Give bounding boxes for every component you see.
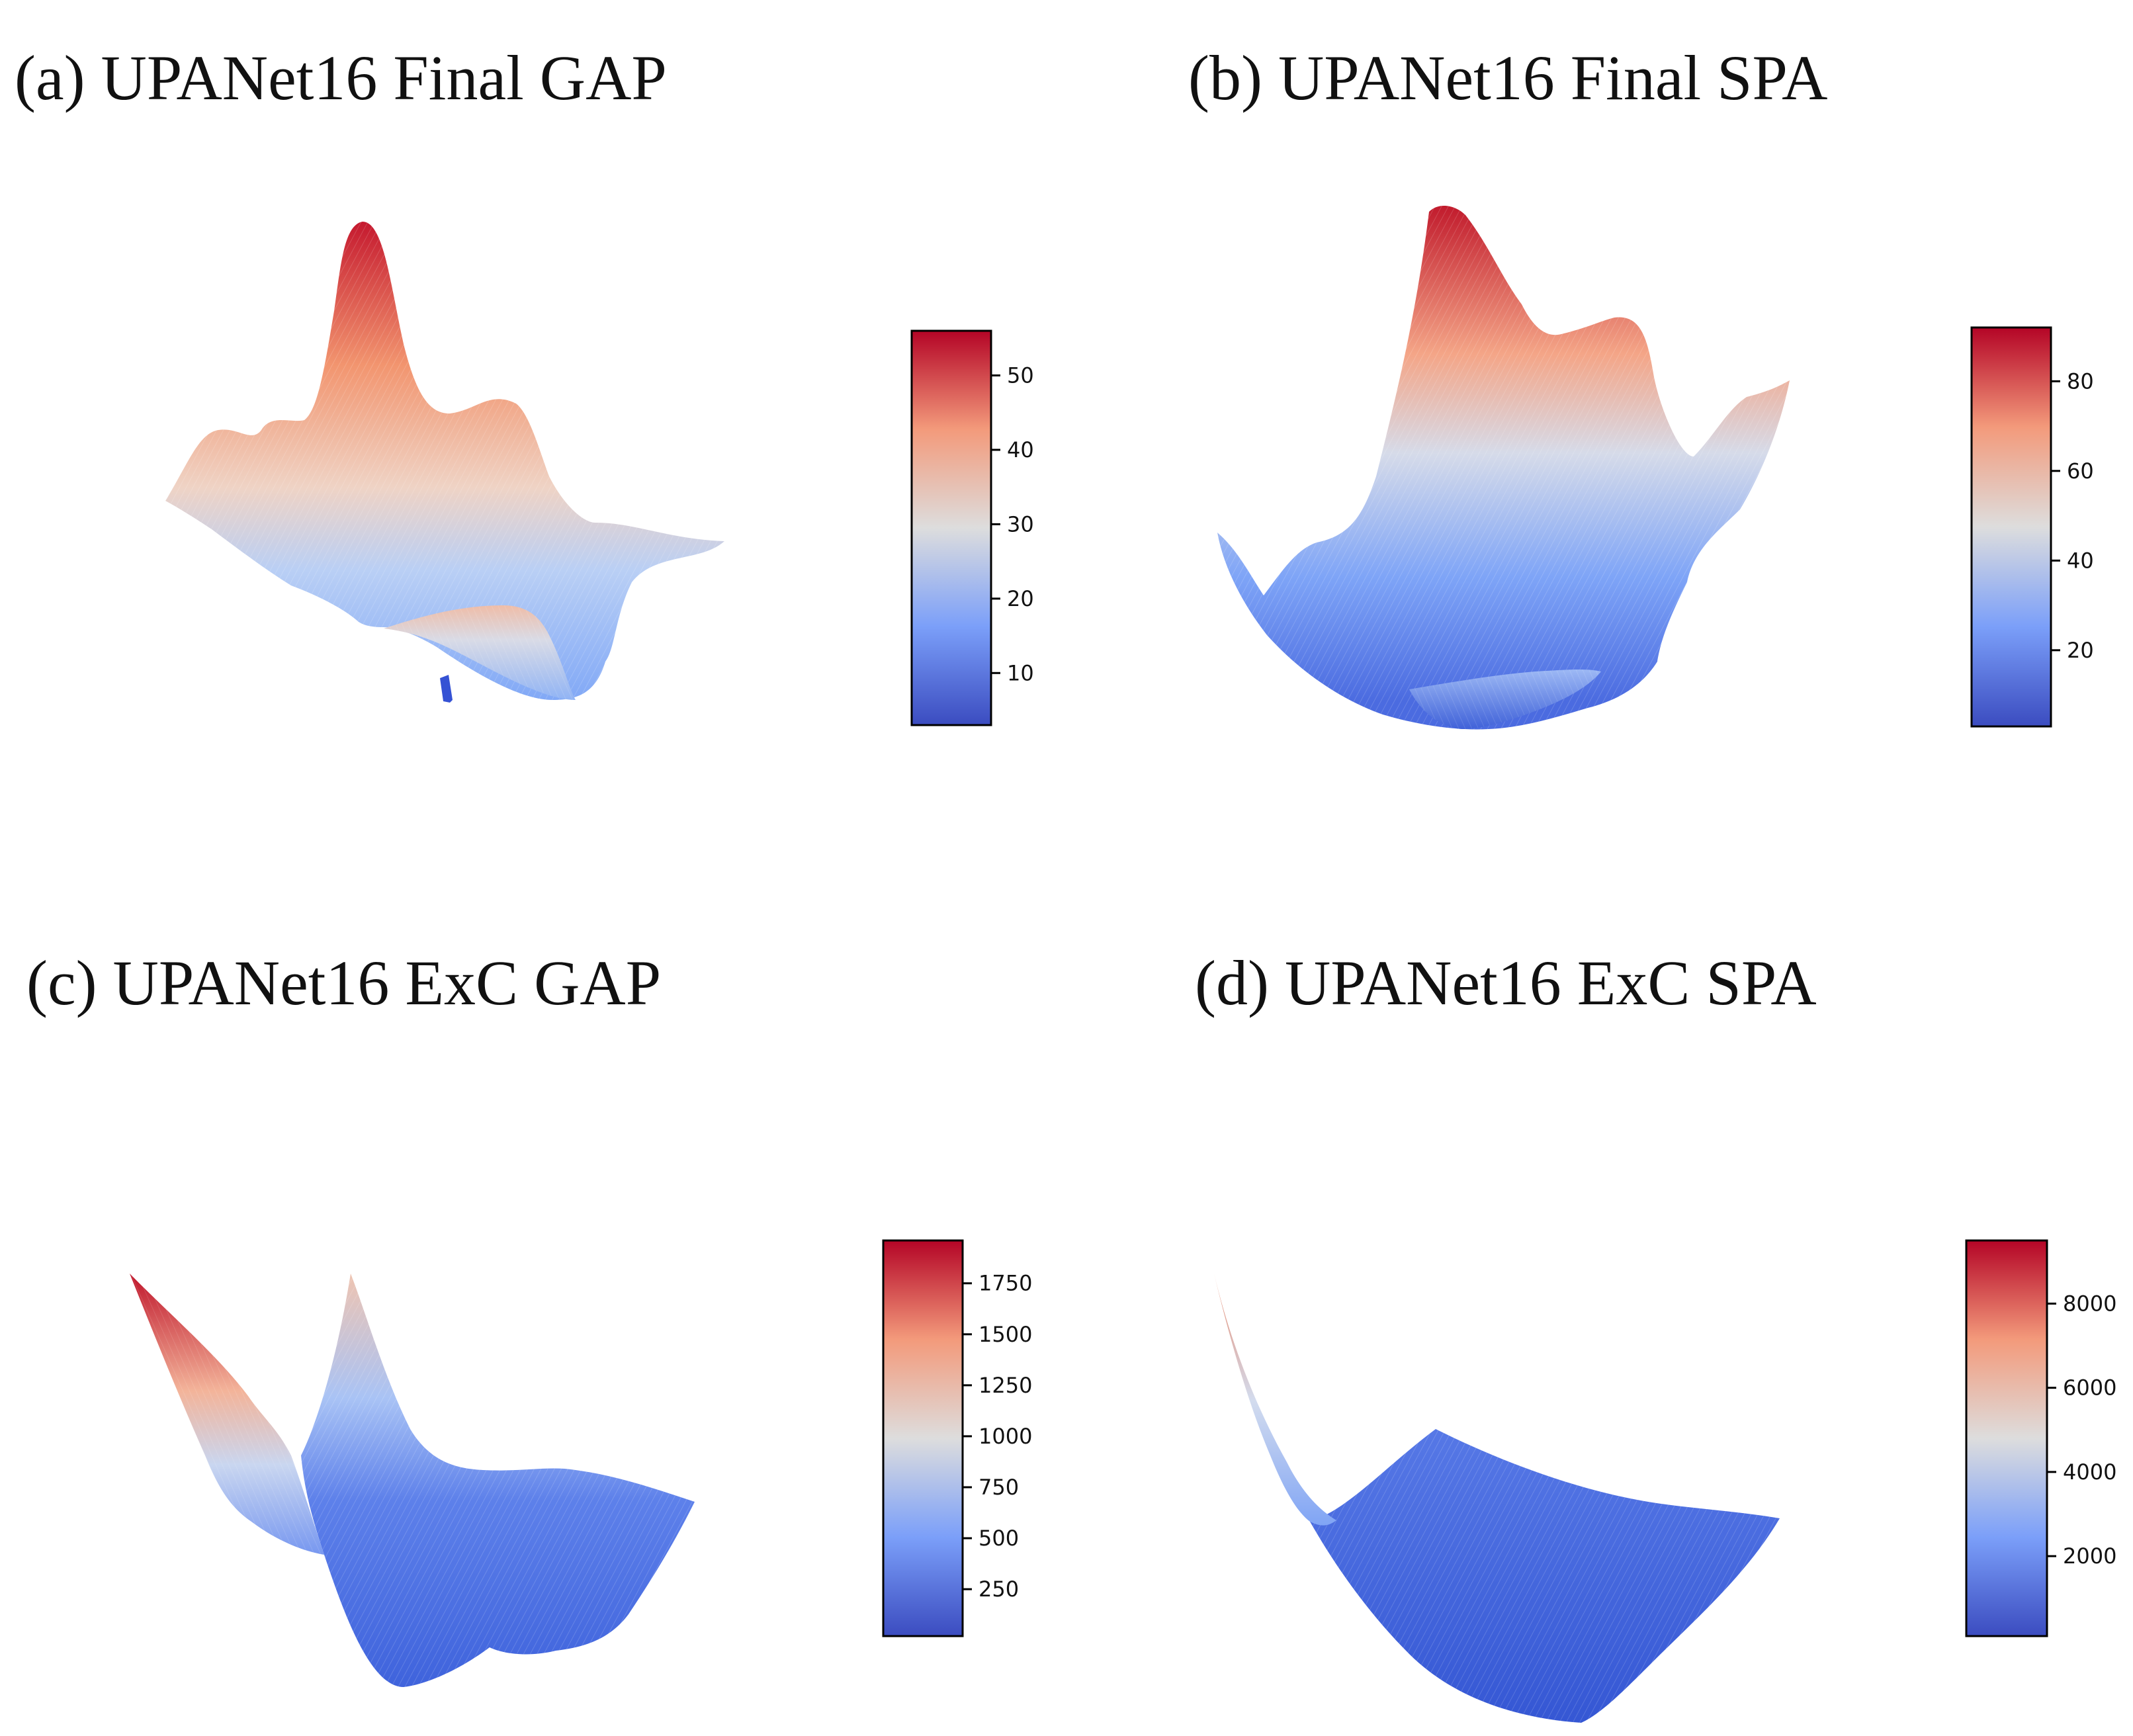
colorbar-c-tick-label: 1250 <box>979 1373 1032 1398</box>
colorbar-a: 10 20 30 40 50 <box>910 329 1034 726</box>
colorbar-c-scale <box>882 1239 964 1637</box>
surface-d-left-wall <box>1214 1274 1336 1526</box>
panel-title-d: (d) UPANet16 ExC SPA <box>1195 947 1817 1018</box>
colorbar-a-tick-label: 40 <box>1007 437 1034 462</box>
panel-title-b: (b) UPANet16 Final SPA <box>1188 42 1828 113</box>
surface-b <box>1217 205 1790 730</box>
surface-d <box>1214 1274 1780 1723</box>
surface-a-spike <box>440 675 453 703</box>
colorbar-b-tick-label: 40 <box>2067 548 2094 573</box>
colorbar-c-tick-label: 250 <box>979 1577 1019 1602</box>
colorbar-c-tick-label: 500 <box>979 1526 1019 1551</box>
colorbar-c: 250 500 750 1000 1250 1500 1750 <box>882 1239 1032 1637</box>
colorbar-b-tick-label: 20 <box>2067 638 2094 663</box>
colorbar-c-tick-label: 1500 <box>979 1322 1032 1347</box>
colorbar-a-tick-label: 30 <box>1007 511 1034 537</box>
colorbar-d-tick-label: 2000 <box>2063 1543 2116 1569</box>
colorbar-a-tick-label: 20 <box>1007 586 1034 611</box>
colorbar-d-tick-label: 6000 <box>2063 1375 2116 1401</box>
colorbar-b-tick-label: 60 <box>2067 458 2094 484</box>
colorbar-c-tick-label: 1750 <box>979 1271 1032 1296</box>
surface-a <box>165 222 724 703</box>
colorbar-a-tick-label: 10 <box>1007 660 1034 685</box>
colorbar-d-tick-label: 4000 <box>2063 1459 2116 1485</box>
surface-c <box>130 1274 695 1687</box>
colorbar-a-scale <box>910 329 992 726</box>
panel-title-c: (c) UPANet16 ExC GAP <box>26 947 662 1018</box>
colorbar-b-tick-label: 80 <box>2067 369 2094 394</box>
colorbar-c-tick-label: 1000 <box>979 1424 1032 1449</box>
colorbar-b-scale <box>1970 326 2052 728</box>
panel-title-a: (a) UPANet16 Final GAP <box>15 42 667 113</box>
colorbars: 10 20 30 40 50 20 40 60 80 250 500 750 1000 1250 1500 1… <box>882 326 2116 1637</box>
colorbar-a-tick-label: 50 <box>1007 363 1034 388</box>
colorbar-d-tick-label: 8000 <box>2063 1291 2116 1316</box>
colorbar-b: 20 40 60 80 <box>1970 326 2094 728</box>
colorbar-d: 2000 4000 6000 8000 <box>1965 1239 2116 1637</box>
colorbar-d-scale <box>1965 1239 2048 1637</box>
colorbar-c-tick-label: 750 <box>979 1475 1019 1500</box>
